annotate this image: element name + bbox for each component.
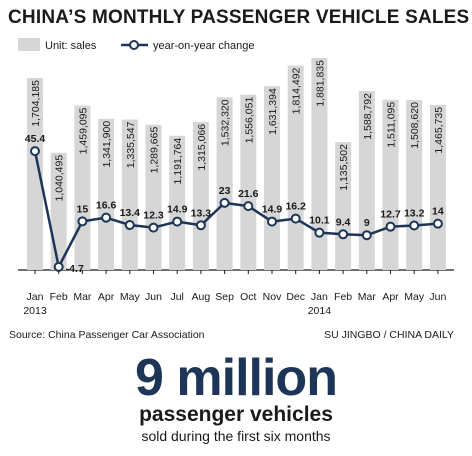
- sales-bar: [169, 135, 186, 270]
- sales-bar: [429, 104, 446, 270]
- x-tick-label: Jan: [311, 291, 328, 303]
- legend-bar-swatch: [18, 38, 40, 51]
- yoy-value-label: 12.3: [143, 210, 164, 222]
- bar-value-label: 1,315,066: [196, 124, 208, 171]
- yoy-value-label: 14.9: [167, 204, 188, 216]
- x-tick-label: May: [404, 291, 425, 303]
- sales-bar: [216, 97, 233, 270]
- yoy-value-label: 45.4: [25, 133, 46, 145]
- credit-note: SU JINGBO / CHINA DAILY: [324, 329, 454, 341]
- x-tick-label: Jun: [429, 291, 446, 303]
- yoy-point: [338, 229, 349, 240]
- yoy-point: [432, 218, 443, 229]
- sales-bar: [192, 121, 209, 270]
- yoy-value-label: 13.4: [120, 207, 141, 219]
- bar-value-label: 1,341,900: [101, 121, 113, 168]
- yoy-value-label: 14: [432, 206, 444, 218]
- sales-bar: [335, 142, 352, 270]
- x-tick-label: Dec: [286, 291, 305, 303]
- source-note: Source: China Passenger Car Association: [9, 329, 205, 341]
- sales-bar: [240, 94, 257, 270]
- x-tick-label: Aug: [192, 291, 211, 303]
- legend-bars-label: Unit: sales: [45, 40, 97, 52]
- bar-value-label: 1,191,764: [172, 138, 184, 185]
- x-tick-label: Feb: [50, 291, 68, 303]
- sales-bar: [98, 118, 115, 270]
- x-tick-label: Nov: [263, 291, 282, 303]
- bar-value-label: 1,289,665: [149, 127, 161, 174]
- yoy-point: [30, 146, 40, 157]
- x-tick-label: Feb: [334, 291, 352, 303]
- bar-value-label: 1,135,502: [338, 144, 350, 191]
- bar-value-label: 1,881,835: [314, 60, 326, 107]
- bar-value-label: 1,511,095: [386, 102, 398, 148]
- yoy-point: [361, 230, 372, 241]
- sales-bar: [50, 152, 67, 270]
- yoy-value-label: 21.6: [238, 188, 259, 200]
- x-tick-label: Jul: [170, 291, 183, 303]
- bar-value-label: 1,040,495: [54, 155, 66, 202]
- sales-bar: [358, 91, 375, 270]
- legend: Unit: sales year-on-year change: [18, 38, 255, 52]
- bar-value-label: 1,508,620: [409, 102, 421, 149]
- x-tick-label: Mar: [358, 291, 377, 303]
- bar-value-label: 1,465,735: [433, 107, 445, 154]
- yoy-value-label: -4.7: [66, 263, 84, 275]
- x-tick-label: Apr: [98, 291, 115, 303]
- headline-subtitle: passenger vehicles: [139, 403, 333, 426]
- x-tick-label: May: [120, 291, 141, 303]
- yoy-point: [53, 261, 64, 272]
- yoy-value-label: 13.2: [404, 208, 425, 220]
- yoy-value-label: 12.7: [380, 209, 401, 221]
- yoy-point: [148, 222, 159, 233]
- bar-value-label: 1,532,320: [220, 99, 232, 146]
- yoy-point: [77, 216, 88, 227]
- yoy-value-label: 14.9: [262, 204, 283, 216]
- legend-marker-swatch: [129, 40, 139, 50]
- headline-figure: 9 million: [135, 349, 338, 407]
- yoy-point: [124, 220, 135, 231]
- x-tick-label: Sep: [215, 291, 234, 303]
- sales-bar: [145, 124, 162, 270]
- yoy-value-label: 9: [364, 217, 370, 229]
- yoy-value-label: 10.1: [309, 215, 330, 227]
- yoy-point: [409, 220, 420, 231]
- year-label: 2013: [23, 305, 47, 317]
- chart-title: CHINA’S MONTHLY PASSENGER VEHICLE SALES: [8, 7, 470, 28]
- yoy-value-label: 23: [219, 185, 231, 197]
- yoy-value-label: 16.2: [285, 201, 306, 213]
- yoy-value-label: 13.3: [191, 207, 212, 219]
- headline-caption: sold during the first six months: [141, 428, 331, 444]
- legend-line-label: year-on-year change: [153, 40, 255, 52]
- bar-value-label: 1,556,051: [243, 97, 255, 144]
- yoy-point: [290, 213, 301, 224]
- yoy-point: [267, 216, 277, 227]
- yoy-point: [314, 227, 325, 238]
- bar-value-label: 1,814,492: [291, 67, 303, 114]
- yoy-value-label: 9.4: [336, 216, 351, 228]
- yoy-value-label: 16.6: [96, 200, 117, 212]
- x-tick-label: Mar: [73, 291, 92, 303]
- bar-value-label: 1,704,185: [30, 80, 42, 127]
- year-label: 2014: [308, 305, 332, 317]
- yoy-point: [243, 201, 254, 212]
- yoy-value-label: 15: [77, 203, 89, 215]
- yoy-point: [219, 197, 230, 208]
- x-tick-label: Jan: [27, 291, 44, 303]
- bar-value-label: 1,335,547: [125, 121, 137, 168]
- x-tick-label: Oct: [240, 291, 256, 303]
- x-tick-label: Jun: [145, 291, 162, 303]
- bar-value-label: 1,631,394: [267, 88, 279, 135]
- yoy-point: [385, 221, 396, 232]
- yoy-point: [101, 212, 112, 223]
- yoy-point: [195, 220, 206, 231]
- sales-bar: [27, 78, 43, 270]
- sales-bar: [311, 58, 328, 270]
- yoy-point: [172, 216, 183, 227]
- sales-bar: [121, 119, 138, 270]
- bar-value-label: 1,588,792: [362, 93, 374, 140]
- bar-value-label: 1,459,095: [77, 107, 89, 154]
- x-tick-label: Apr: [382, 291, 399, 303]
